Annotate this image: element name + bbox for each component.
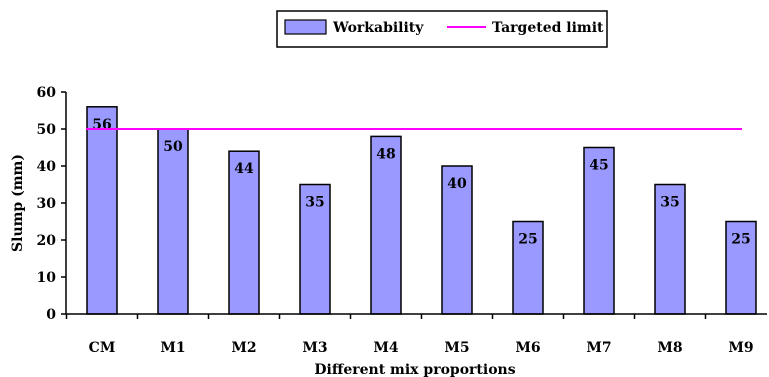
x-axis-title: Different mix proportions bbox=[314, 362, 515, 377]
legend: Workability Targeted limit bbox=[276, 10, 608, 48]
y-tick-label: 60 bbox=[37, 85, 57, 101]
data-label-m7: 45 bbox=[589, 158, 608, 174]
data-label-m8: 35 bbox=[660, 195, 679, 211]
x-tick-label-m7: M7 bbox=[586, 340, 611, 356]
y-tick-label: 30 bbox=[37, 196, 57, 212]
x-tick-label-m5: M5 bbox=[444, 340, 469, 356]
x-tick-label-m8: M8 bbox=[657, 340, 682, 356]
bar-m3 bbox=[299, 183, 331, 315]
x-tick-label-m4: M4 bbox=[373, 340, 398, 356]
bar-cm bbox=[86, 106, 118, 315]
bar-m9 bbox=[725, 220, 757, 315]
data-label-m2: 44 bbox=[234, 161, 254, 177]
data-label-m3: 35 bbox=[305, 195, 324, 211]
bars bbox=[86, 106, 757, 315]
y-axis-title: Slump (mm) bbox=[10, 154, 26, 252]
data-labels: 56 50 44 35 48 40 25 45 35 25 bbox=[92, 117, 750, 248]
x-tick-label-m9: M9 bbox=[728, 340, 753, 356]
x-tick-label-cm: CM bbox=[89, 340, 116, 356]
data-label-m6: 25 bbox=[518, 232, 537, 248]
y-tick-label: 50 bbox=[37, 122, 57, 138]
legend-label-workability: Workability bbox=[332, 20, 424, 36]
bar-m7 bbox=[583, 146, 615, 315]
x-tick-label-m1: M1 bbox=[160, 340, 185, 356]
y-axis-ticks: 0 10 20 30 40 50 60 bbox=[37, 85, 66, 323]
bar-m4 bbox=[370, 135, 402, 315]
x-tick-label-m2: M2 bbox=[231, 340, 256, 356]
data-label-m9: 25 bbox=[731, 232, 750, 248]
data-label-m1: 50 bbox=[163, 139, 183, 155]
bar-m5 bbox=[441, 165, 473, 315]
data-label-cm: 56 bbox=[92, 117, 111, 133]
legend-swatch-workability bbox=[284, 19, 327, 35]
y-tick-label: 20 bbox=[37, 233, 57, 249]
bar-m8 bbox=[654, 183, 686, 315]
x-tick-label-m6: M6 bbox=[515, 340, 540, 356]
legend-frame bbox=[276, 10, 608, 48]
x-axis-tick-labels: CM M1 M2 M3 M4 M5 M6 M7 M8 M9 bbox=[65, 314, 754, 356]
bar-m1 bbox=[157, 128, 189, 315]
legend-label-targeted-limit: Targeted limit bbox=[492, 20, 604, 36]
data-label-m4: 48 bbox=[376, 146, 395, 162]
y-tick-label: 10 bbox=[37, 270, 57, 286]
data-label-m5: 40 bbox=[447, 176, 467, 192]
y-tick-label: 40 bbox=[37, 159, 57, 175]
y-tick-label: 0 bbox=[46, 307, 56, 323]
x-tick-label-m3: M3 bbox=[302, 340, 327, 356]
